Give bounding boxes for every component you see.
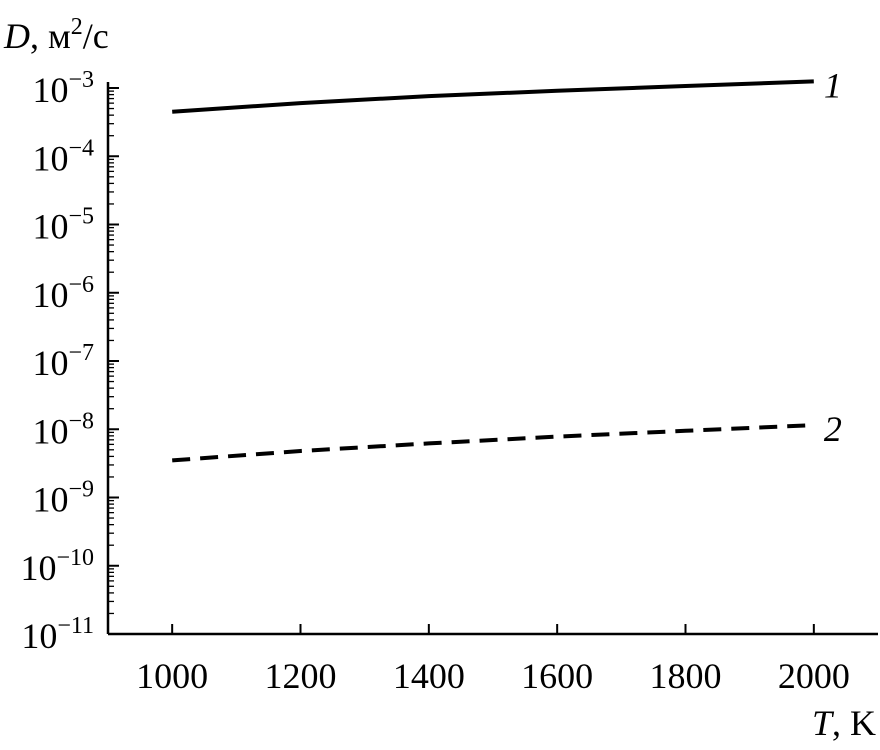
y-tick-label: 10−11 xyxy=(21,613,94,656)
y-tick-label: 10−10 xyxy=(20,545,94,588)
series-1-line xyxy=(172,79,814,114)
axes xyxy=(106,82,878,636)
x-tick-label: 1400 xyxy=(393,656,465,696)
x-tick-label: 2000 xyxy=(778,656,850,696)
y-tick-label: 10−8 xyxy=(32,408,94,451)
x-axis-title: T, K xyxy=(812,703,876,743)
y-tick-label: 10−4 xyxy=(32,135,94,178)
y-tick-label: 10−7 xyxy=(32,340,94,383)
x-tick-label: 1000 xyxy=(136,656,208,696)
x-tick-label: 1600 xyxy=(521,656,593,696)
x-tick-label: 1800 xyxy=(650,656,722,696)
y-tick-label: 10−3 xyxy=(32,67,94,110)
y-tick-label: 10−6 xyxy=(32,272,94,315)
series-2-label: 2 xyxy=(824,409,842,449)
y-axis-title: D, м2/с xyxy=(3,14,109,56)
series-2-line xyxy=(172,423,814,463)
x-tick-label: 1200 xyxy=(265,656,337,696)
y-tick-label: 10−9 xyxy=(32,477,94,520)
series-layer xyxy=(172,79,814,463)
y-tick-label: 10−5 xyxy=(32,204,94,247)
series-1-label: 1 xyxy=(824,65,842,105)
labels-layer: 1000 1200 1400 1600 1800 2000 10−3 10−4 10−5 10−6… xyxy=(20,65,849,696)
